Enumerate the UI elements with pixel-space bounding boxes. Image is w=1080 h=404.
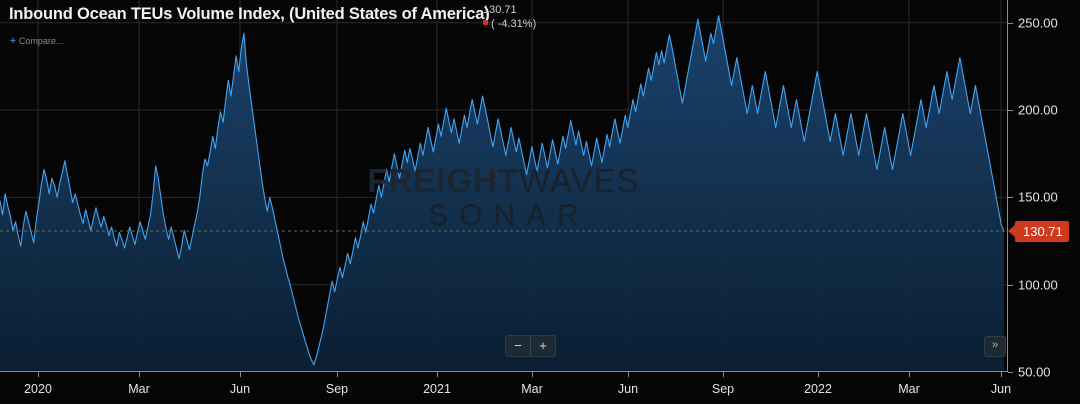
x-axis-tick-label: Mar (128, 382, 150, 396)
zoom-out-button[interactable]: − (506, 336, 530, 356)
x-axis-tick-mark (909, 372, 910, 377)
y-axis-tick-label: 50.00 (1018, 364, 1051, 380)
y-axis-tick-mark (1008, 372, 1013, 373)
change-text: ( -4.31%) (491, 17, 537, 30)
x-axis-tick-mark (628, 372, 629, 377)
y-axis: 250.00 200.00 150.00 100.00 50.00 (1007, 0, 1080, 380)
y-axis-tick-label: 250.00 (1018, 15, 1058, 31)
x-axis-tick-label: Jun (617, 382, 639, 396)
y-axis-tick-label: 100.00 (1018, 277, 1058, 293)
x-axis-line (0, 371, 1007, 372)
y-axis-tick-mark (1008, 110, 1013, 112)
change-value: ( -4.31%) (483, 18, 536, 31)
x-axis-tick-label: Jun (229, 382, 251, 396)
x-axis-tick-mark (337, 372, 338, 377)
control-divider (530, 336, 531, 356)
scroll-forward-button[interactable]: » (984, 336, 1006, 357)
compare-label: Compare... (18, 36, 64, 46)
down-indicator-icon (483, 20, 488, 26)
x-axis-tick-label: Jun (990, 382, 1012, 396)
compare-button[interactable]: + Compare... (10, 36, 63, 47)
y-axis-line (1007, 0, 1008, 372)
x-axis: 2020 Mar Jun Sep 2021 Mar Jun Sep 2022 Mar Jun (0, 372, 1011, 404)
chart-header: Inbound Ocean TEUs Volume Index, (United… (0, 0, 1080, 47)
x-axis-tick-mark (240, 372, 241, 377)
series-line (0, 15, 1005, 366)
y-axis-tick-mark (1008, 22, 1013, 24)
x-axis-tick-mark (437, 372, 438, 377)
x-axis-tick-label: 2020 (24, 382, 52, 396)
x-axis-tick-mark (532, 372, 533, 377)
x-axis-tick-mark (723, 372, 724, 377)
x-axis-tick-mark (818, 372, 819, 377)
y-axis-tick-label: 150.00 (1018, 189, 1058, 205)
last-value: 130.71 (483, 4, 517, 16)
price-chart[interactable] (0, 0, 1007, 372)
x-axis-tick-mark (139, 372, 140, 377)
x-axis-tick-label: 2022 (804, 382, 832, 396)
plus-icon: + (10, 36, 16, 47)
y-axis-tick-label: 200.00 (1018, 102, 1058, 118)
x-axis-tick-mark (1001, 372, 1002, 377)
x-axis-tick-label: Sep (325, 382, 349, 396)
quote-block: 130.71 ( -4.31%) (483, 4, 536, 30)
x-axis-tick-label: Mar (898, 382, 920, 396)
series-area (0, 15, 1004, 372)
x-axis-tick-label: 2021 (423, 382, 451, 396)
zoom-in-button[interactable]: + (531, 336, 555, 356)
price-badge: 130.71 (1008, 221, 1069, 243)
x-axis-tick-label: Sep (711, 382, 735, 396)
y-axis-tick-mark (1008, 197, 1013, 199)
zoom-controls[interactable]: − + (505, 335, 556, 357)
y-axis-tick-mark (1008, 284, 1013, 286)
x-axis-tick-label: Mar (521, 382, 543, 396)
plot-area[interactable]: FREIGHTWAVES SONAR (0, 0, 1007, 372)
page-title: Inbound Ocean TEUs Volume Index, (United… (9, 5, 490, 23)
x-axis-tick-mark (38, 372, 39, 377)
